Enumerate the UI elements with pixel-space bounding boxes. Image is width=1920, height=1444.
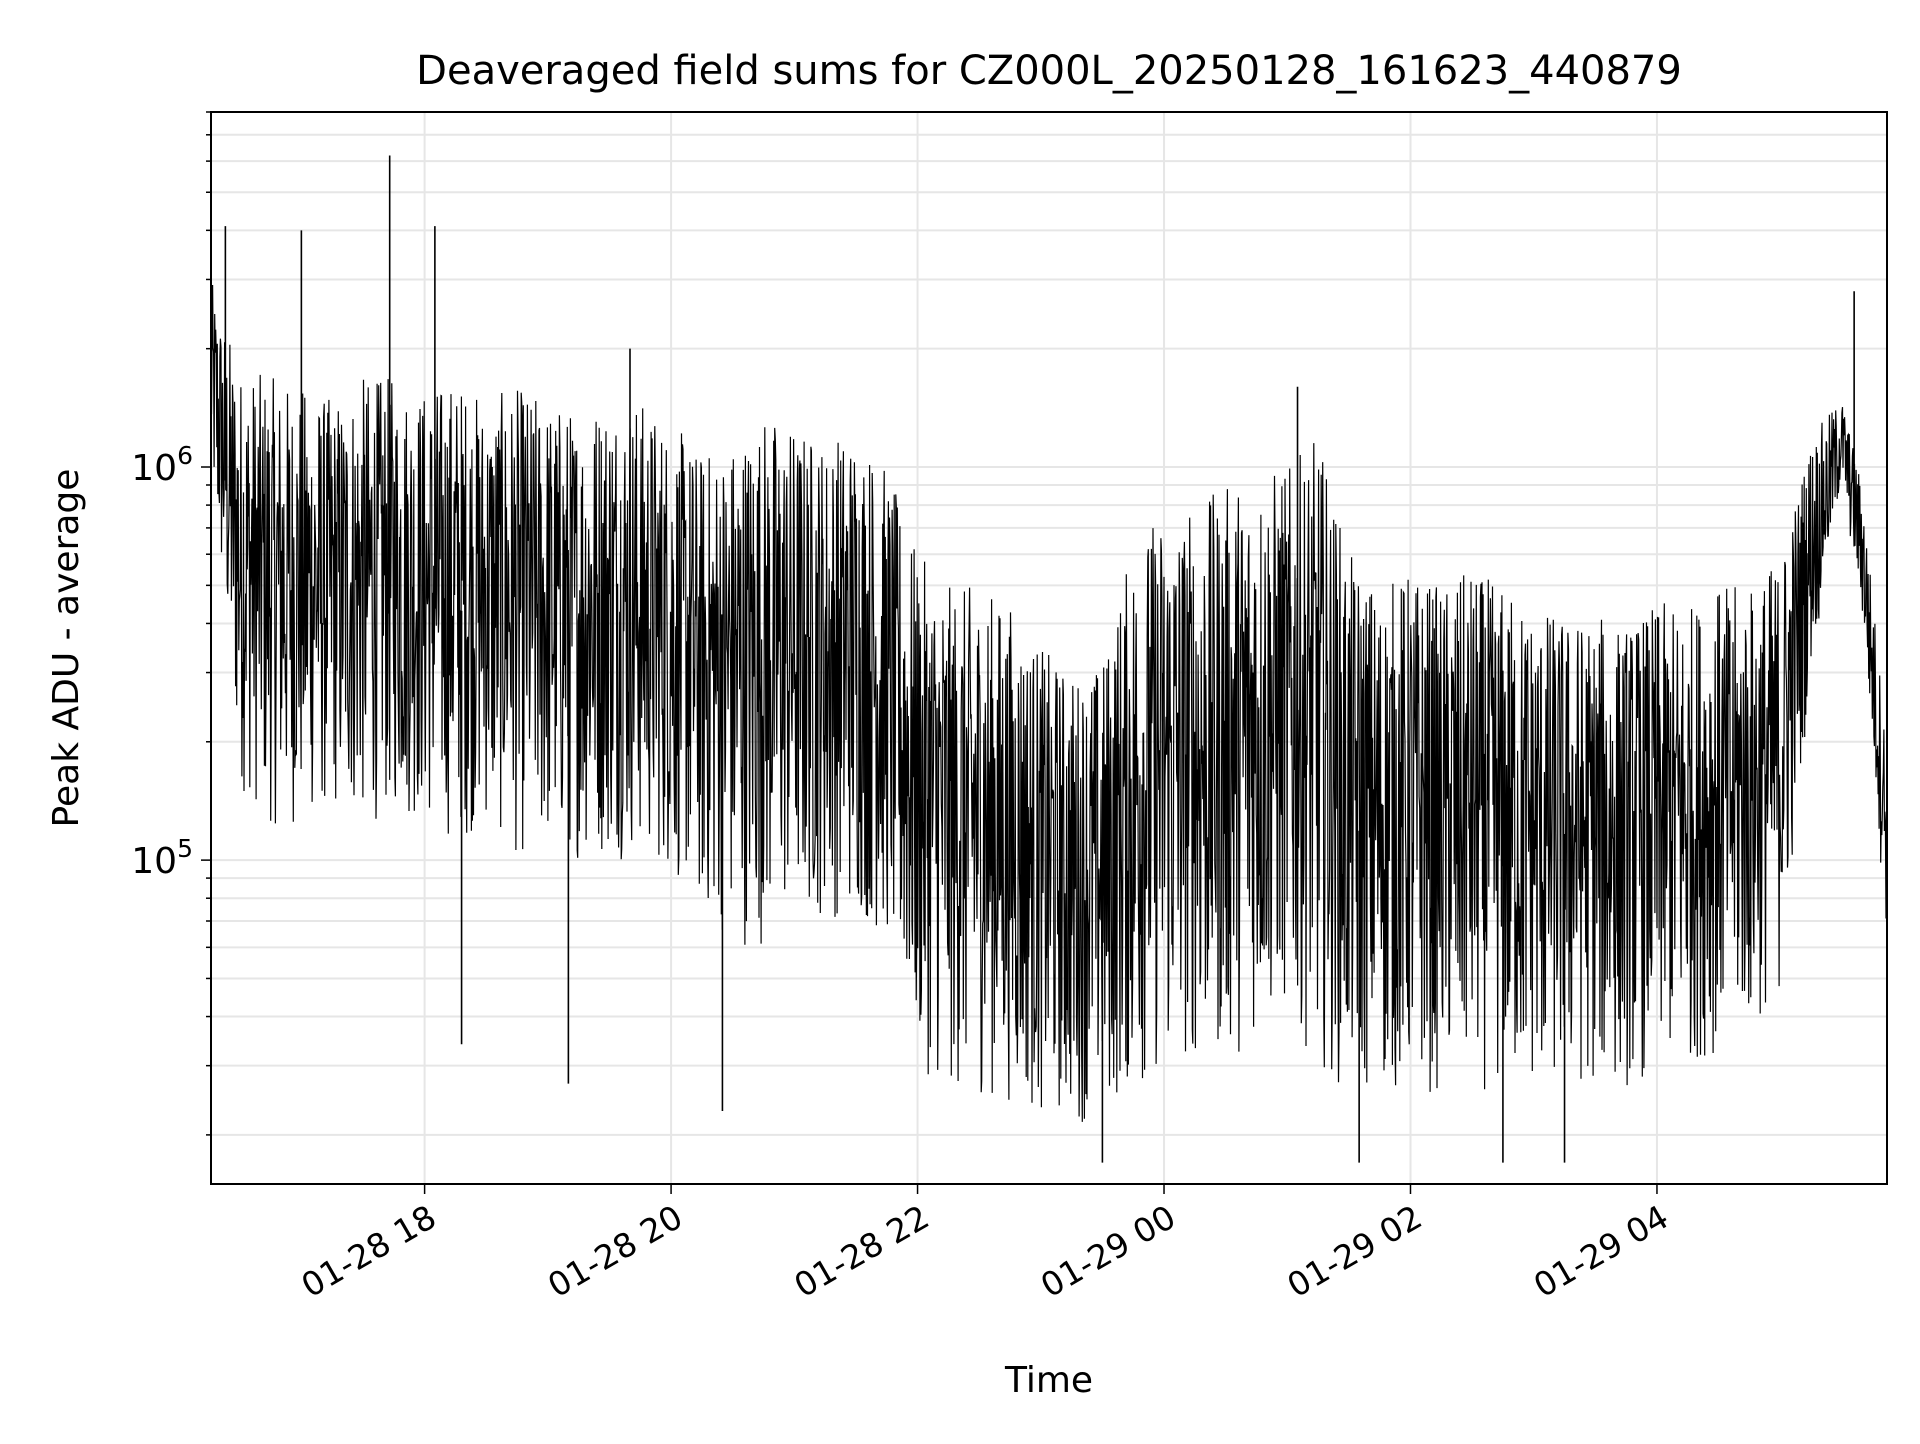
x-axis-label: Time [1004, 1360, 1093, 1401]
y-tick-label: 106 [131, 441, 193, 489]
y-tick-label: 105 [131, 834, 193, 882]
data-series [211, 155, 1887, 1163]
y-axis-label: Peak ADU - average [46, 469, 87, 828]
plot-frame [210, 111, 1888, 1185]
series-line [211, 284, 1887, 1122]
chart-title: Deaveraged field sums for CZ000L_2025012… [416, 48, 1682, 94]
